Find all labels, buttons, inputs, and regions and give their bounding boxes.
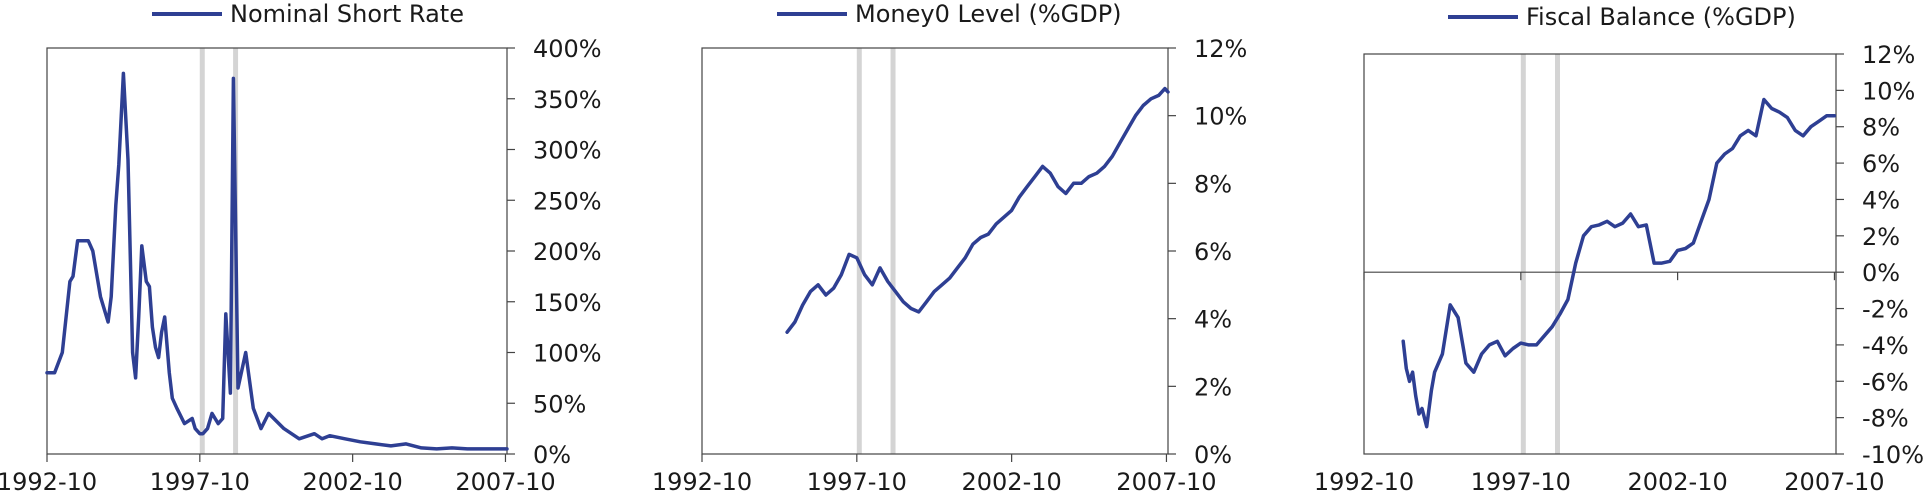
x-tick-label: 1997-10: [150, 468, 250, 496]
y-tick-label: -6%: [1862, 368, 1909, 396]
legend: Money0 Level (%GDP): [777, 0, 1122, 28]
x-tick-label: 1997-10: [1471, 468, 1571, 496]
series-line: [1401, 97, 1837, 429]
x-tick-label: 2002-10: [303, 468, 403, 496]
y-tick-label: -8%: [1862, 405, 1909, 433]
y-tick-label: 50%: [533, 390, 586, 418]
y-tick-label: 6%: [1194, 238, 1232, 266]
x-tick-label: 1992-10: [652, 468, 752, 496]
y-tick-label: 300%: [533, 137, 602, 165]
plot-frame: [46, 47, 508, 455]
x-tick-label: 2002-10: [1627, 468, 1727, 496]
legend-label: Fiscal Balance (%GDP): [1526, 3, 1796, 31]
chart-panel-nominal-short-rate: Nominal Short Rate 0% 50% 100% 150% 200% 250%…: [0, 0, 602, 496]
chart-panel-money0-level: Money0 Level (%GDP) 0% 2% 4% 6% 8% 10% 12% 199…: [652, 0, 1247, 496]
x-ticks: 1992-10 1997-10 2002-10 2007-10: [1314, 272, 1885, 496]
plot-frame: [1363, 53, 1837, 455]
y-tick-label: 12%: [1194, 35, 1247, 63]
y-tick-label: 400%: [533, 35, 602, 63]
y-tick-label: 2%: [1862, 223, 1900, 251]
series-line: [785, 86, 1170, 334]
shaded-bands: [1520, 54, 1561, 454]
y-tick-label: 4%: [1862, 186, 1900, 214]
y-tick-label: 10%: [1862, 77, 1915, 105]
x-tick-label: 2007-10: [1116, 468, 1216, 496]
y-tick-label: 250%: [533, 187, 602, 215]
legend: Fiscal Balance (%GDP): [1448, 3, 1796, 31]
y-tick-label: -4%: [1862, 332, 1909, 360]
x-tick-label: 1997-10: [807, 468, 907, 496]
x-ticks: 1992-10 1997-10 2002-10 2007-10: [652, 454, 1217, 496]
series-line: [45, 71, 509, 451]
y-tick-label: 4%: [1194, 306, 1232, 334]
y-tick-label: 8%: [1862, 114, 1900, 142]
y-tick-label: 2%: [1194, 373, 1232, 401]
x-tick-label: 1992-10: [0, 468, 97, 496]
y-tick-label: 10%: [1194, 103, 1247, 131]
y-tick-label: 200%: [533, 238, 602, 266]
y-tick-label: 6%: [1862, 150, 1900, 178]
y-tick-label: 350%: [533, 86, 602, 114]
x-tick-label: 1992-10: [1314, 468, 1414, 496]
y-tick-label: 100%: [533, 340, 602, 368]
y-ticks: 0% 50% 100% 150% 200% 250% 300% 350% 400%: [507, 35, 602, 469]
legend: Nominal Short Rate: [152, 0, 464, 28]
chart-panel-fiscal-balance: Fiscal Balance (%GDP) -10% -8% -6% -4% -2% 0%…: [1314, 3, 1924, 496]
y-tick-label: -10%: [1862, 441, 1924, 469]
legend-label: Money0 Level (%GDP): [855, 0, 1122, 28]
y-tick-label: 0%: [1194, 441, 1232, 469]
y-tick-label: 0%: [1862, 259, 1900, 287]
x-ticks: 1992-10 1997-10 2002-10 2007-10: [0, 454, 556, 496]
shaded-bands: [856, 48, 896, 454]
y-tick-label: -2%: [1862, 296, 1909, 324]
legend-label: Nominal Short Rate: [230, 0, 464, 28]
y-tick-label: 150%: [533, 289, 602, 317]
y-tick-label: 0%: [533, 441, 571, 469]
x-tick-label: 2007-10: [1784, 468, 1884, 496]
x-tick-label: 2002-10: [961, 468, 1061, 496]
y-tick-label: 12%: [1862, 41, 1915, 69]
y-ticks: 0% 2% 4% 6% 8% 10% 12%: [1168, 35, 1247, 469]
y-ticks: -10% -8% -6% -4% -2% 0% 2% 4% 6% 8% 10% 12%: [1836, 41, 1924, 469]
plot-frame: [701, 47, 1169, 455]
x-tick-label: 2007-10: [455, 468, 555, 496]
y-tick-label: 8%: [1194, 170, 1232, 198]
